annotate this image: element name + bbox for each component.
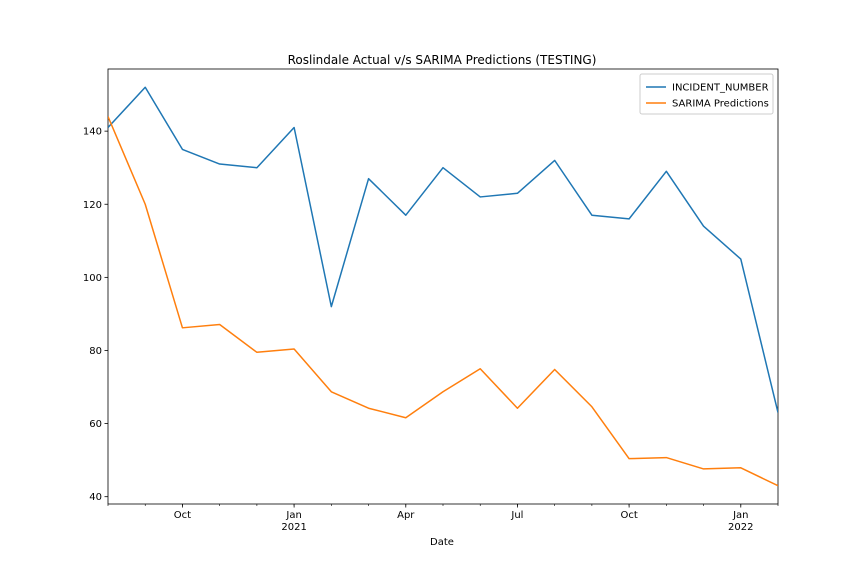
y-tick-label: 80 bbox=[89, 346, 102, 357]
series-line-sarima-predictions bbox=[108, 116, 778, 487]
legend-label: SARIMA Predictions bbox=[672, 99, 769, 110]
chart-title: Roslindale Actual v/s SARIMA Predictions… bbox=[288, 53, 597, 67]
x-tick-label: Oct bbox=[620, 510, 637, 521]
series-line-incident-number bbox=[108, 86, 778, 413]
x-axis-label: Date bbox=[430, 537, 454, 548]
y-tick-label: 60 bbox=[89, 419, 102, 430]
x-tick-label: Oct bbox=[174, 510, 191, 521]
x-tick-label: Jan bbox=[285, 510, 301, 521]
x-tick-label: Jul bbox=[510, 510, 523, 521]
y-tick-label: 100 bbox=[83, 273, 102, 284]
x-tick-label: Jan bbox=[732, 510, 748, 521]
x-tick-year-label: 2022 bbox=[728, 522, 753, 533]
y-tick-label: 140 bbox=[83, 127, 102, 138]
x-tick-label: Apr bbox=[397, 510, 415, 521]
y-tick-label: 120 bbox=[83, 200, 102, 211]
y-tick-label: 40 bbox=[89, 492, 102, 503]
legend: INCIDENT_NUMBER SARIMA Predictions bbox=[639, 73, 774, 115]
legend-box bbox=[639, 73, 774, 115]
legend-label: INCIDENT_NUMBER bbox=[672, 83, 769, 94]
x-tick-year-label: 2021 bbox=[281, 522, 306, 533]
